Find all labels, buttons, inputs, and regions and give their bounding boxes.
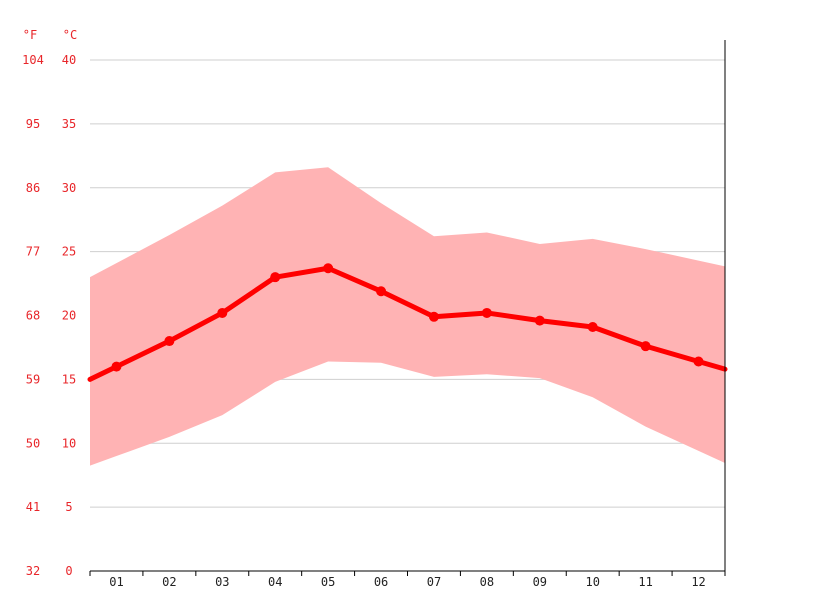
x-tick-label: 06 — [374, 575, 388, 589]
y-tick-label-c: 0 — [65, 564, 72, 578]
y-tick-labels: 104 40 95 35 86 30 77 25 68 20 59 15 50 10 41 5 32 0 — [22, 53, 76, 578]
y-tick-label-c: 35 — [62, 117, 76, 131]
y-tick-label-c: 15 — [62, 372, 76, 386]
data-point — [587, 321, 598, 332]
y-tick-label-c: 40 — [62, 53, 76, 67]
data-point — [428, 311, 439, 322]
data-point — [217, 307, 228, 318]
y-tick-label-f: 50 — [26, 436, 40, 450]
x-tick-label: 11 — [638, 575, 652, 589]
data-point — [640, 341, 651, 352]
range-band-area — [90, 167, 725, 466]
y-tick-label-f: 59 — [26, 372, 40, 386]
y-tick-label-c: 25 — [62, 245, 76, 259]
x-tick-label: 09 — [533, 575, 547, 589]
axes — [89, 40, 726, 576]
data-point — [534, 315, 545, 326]
x-tick-labels: 01 02 03 04 05 06 07 08 09 10 11 12 — [109, 575, 706, 589]
y-tick-label-f: 77 — [26, 245, 40, 259]
data-point — [693, 356, 704, 367]
temperature-range-band — [90, 167, 725, 466]
x-tick-label: 10 — [585, 575, 599, 589]
data-point — [481, 307, 492, 318]
y-tick-label-f: 32 — [26, 564, 40, 578]
x-tick-label: 07 — [427, 575, 441, 589]
x-tick-label: 02 — [162, 575, 176, 589]
x-tick-label: 08 — [480, 575, 494, 589]
y-tick-label-c: 10 — [62, 436, 76, 450]
y-tick-label-c: 20 — [62, 309, 76, 323]
unit-fahrenheit-label: °F — [23, 28, 37, 42]
y-tick-label-f: 95 — [26, 117, 40, 131]
x-tick-label: 04 — [268, 575, 282, 589]
average-temperature-series — [87, 263, 728, 382]
series-line — [87, 265, 728, 382]
data-point — [111, 361, 122, 372]
y-tick-label-f: 104 — [22, 53, 44, 67]
y-tick-label-f: 41 — [26, 500, 40, 514]
x-tick-label: 03 — [215, 575, 229, 589]
data-point — [270, 272, 281, 283]
y-tick-label-c: 5 — [65, 500, 72, 514]
y-tick-label-f: 86 — [26, 181, 40, 195]
unit-celsius-label: °C — [63, 28, 77, 42]
x-tick-label: 05 — [321, 575, 335, 589]
data-point — [323, 263, 334, 274]
x-tick-label: 12 — [691, 575, 705, 589]
y-tick-label-f: 68 — [26, 309, 40, 323]
data-point — [376, 286, 387, 297]
x-tick-label: 01 — [109, 575, 123, 589]
y-tick-label-c: 30 — [62, 181, 76, 195]
data-point — [164, 336, 175, 347]
